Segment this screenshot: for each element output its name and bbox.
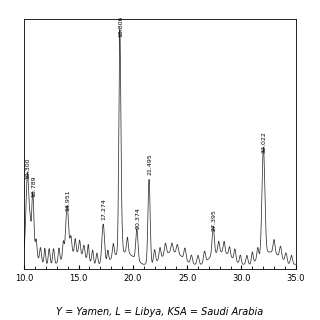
Text: 10.300: 10.300 <box>26 158 31 180</box>
Text: 21.495: 21.495 <box>148 153 152 175</box>
Text: 10.789: 10.789 <box>31 176 36 197</box>
Text: 27.395: 27.395 <box>212 209 217 231</box>
Text: 20.374: 20.374 <box>135 207 140 228</box>
Text: 17.274: 17.274 <box>101 198 107 220</box>
Text: 13.951: 13.951 <box>66 189 70 211</box>
Text: 32.022: 32.022 <box>262 131 267 153</box>
Text: 18.806: 18.806 <box>118 15 123 36</box>
Text: Y = Yamen, L = Libya, KSA = Saudi Arabia: Y = Yamen, L = Libya, KSA = Saudi Arabia <box>56 307 264 317</box>
